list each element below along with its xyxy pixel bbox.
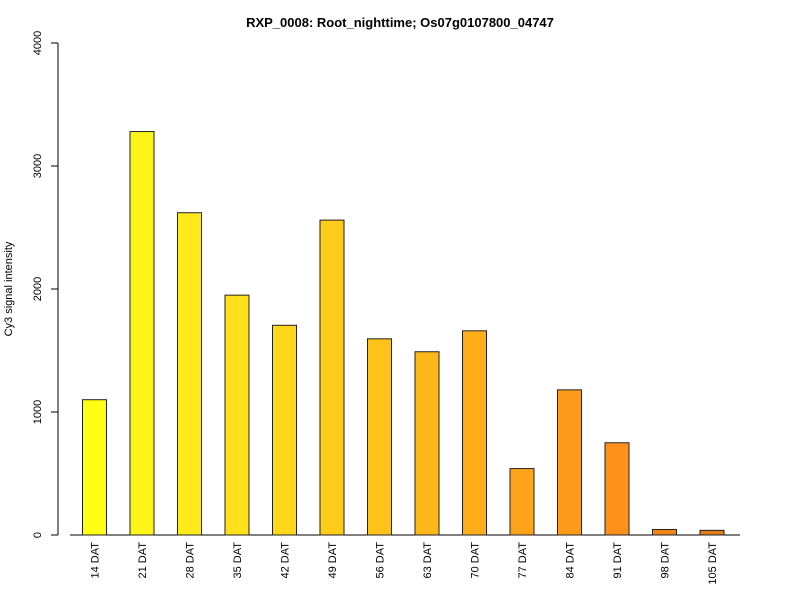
bars <box>82 131 725 536</box>
bar-98-dat <box>652 528 677 536</box>
x-tick-label: 28 DAT <box>185 542 197 579</box>
x-tick-label: 70 DAT <box>470 542 482 579</box>
bar-63-dat <box>414 351 440 536</box>
bar-42-dat <box>272 324 297 536</box>
bar-77-dat <box>509 468 535 536</box>
y-axis-label: Cy3 signal intensity <box>3 241 15 336</box>
x-tick-label: 98 DAT <box>660 542 672 579</box>
x-tick-label: 42 DAT <box>280 542 292 579</box>
x-tick-label: 91 DAT <box>612 542 624 579</box>
y-tick-label: 0 <box>32 532 44 538</box>
x-tick-label: 84 DAT <box>565 542 577 579</box>
x-tick-labels: 14 DAT 21 DAT 28 DAT 35 DAT 42 DAT 49 DAT 56 D… <box>90 542 720 585</box>
bar-84-dat <box>557 389 582 536</box>
x-tick-label: 49 DAT <box>327 542 339 579</box>
x-tick-label: 105 DAT <box>707 542 719 585</box>
x-tick-label: 14 DAT <box>90 542 102 579</box>
y-tick-label: 3000 <box>32 154 44 178</box>
chart-title: RXP_0008: Root_nighttime; Os07g0107800_0… <box>246 15 554 30</box>
bar-21-dat <box>129 131 155 536</box>
y-tick-label: 1000 <box>32 400 44 424</box>
x-tick-label: 56 DAT <box>375 542 387 579</box>
x-tick-label: 63 DAT <box>422 542 434 579</box>
bar-56-dat <box>367 338 392 536</box>
y-tick-label: 4000 <box>32 31 44 55</box>
bar-28-dat <box>177 212 202 536</box>
y-tick-label: 2000 <box>32 277 44 301</box>
x-tick-label: 35 DAT <box>232 542 244 579</box>
x-tick-label: 77 DAT <box>517 542 529 579</box>
y-axis: 0 1000 2000 3000 4000 <box>32 31 59 538</box>
bar-35-dat <box>224 294 250 536</box>
bar-91-dat <box>604 442 630 536</box>
bar-105-dat <box>699 529 725 536</box>
bar-70-dat <box>462 330 487 536</box>
bar-14-dat <box>82 399 107 536</box>
bar-49-dat <box>319 219 345 536</box>
x-tick-label: 21 DAT <box>137 542 149 579</box>
